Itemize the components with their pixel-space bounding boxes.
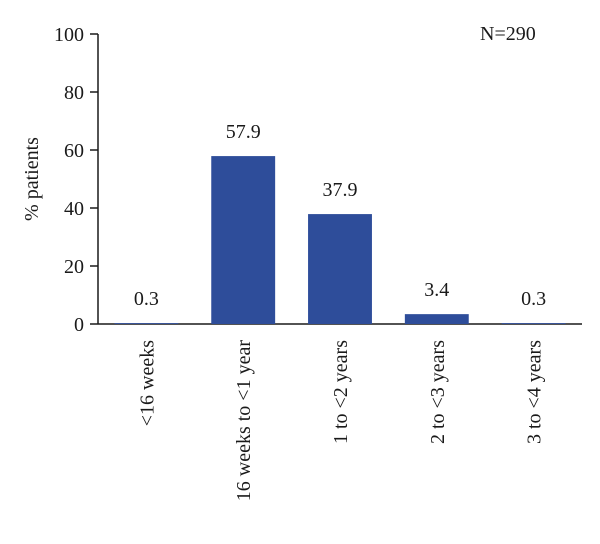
- category-label: <16 weeks: [136, 340, 158, 426]
- y-ticks: 0 20 40 60 80 100: [54, 24, 98, 336]
- bar: [404, 314, 469, 324]
- bar: [308, 214, 372, 324]
- y-tick-label: 20: [64, 256, 84, 278]
- data-label: 0.3: [134, 288, 159, 310]
- category-label: 3 to <4 years: [524, 340, 546, 444]
- category-label: 16 weeks to <1 year: [233, 340, 255, 502]
- bar: [211, 156, 276, 324]
- y-tick-label: 80: [64, 82, 84, 104]
- data-label: 3.4: [424, 279, 449, 301]
- sample-size-annotation: N=290: [480, 23, 536, 45]
- data-label: 57.9: [226, 121, 261, 143]
- data-labels: 0.3 57.9 37.9 3.4 0.3: [134, 121, 546, 310]
- y-tick-label: 60: [64, 140, 84, 162]
- data-label: 37.9: [323, 179, 358, 201]
- y-tick-label: 100: [54, 24, 84, 46]
- y-tick-label: 0: [74, 314, 84, 336]
- category-label: 1 to <2 years: [330, 340, 352, 444]
- bars: [114, 156, 566, 324]
- category-labels: <16 weeks 16 weeks to <1 year 1 to <2 year…: [136, 340, 545, 502]
- y-axis-label: % patients: [21, 137, 43, 221]
- bar: [501, 323, 566, 324]
- bar: [114, 323, 179, 324]
- data-label: 0.3: [521, 288, 546, 310]
- category-label: 2 to <3 years: [427, 340, 449, 444]
- y-tick-label: 40: [64, 198, 84, 220]
